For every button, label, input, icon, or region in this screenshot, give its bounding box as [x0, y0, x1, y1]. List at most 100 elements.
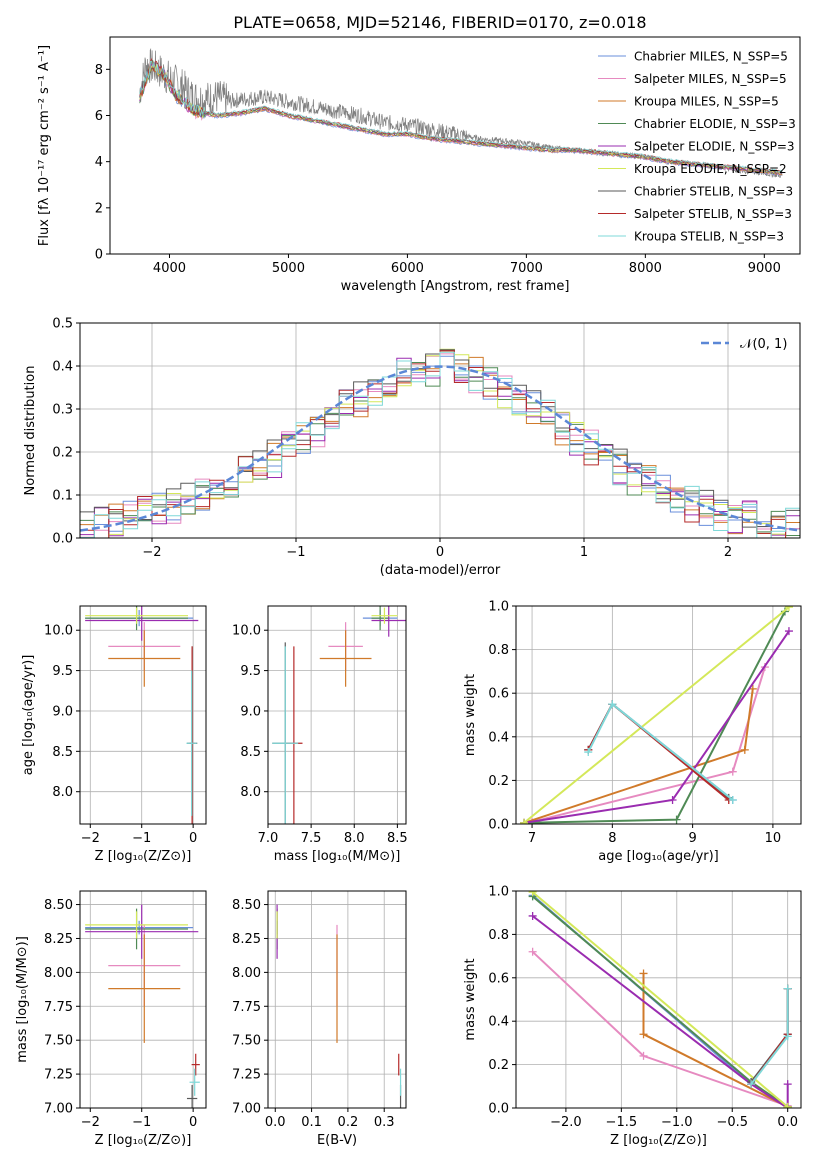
x-tick-label: −2	[81, 1115, 100, 1130]
y-tick-label: 8.0	[52, 785, 73, 800]
y-tick-label: 10.0	[232, 624, 261, 639]
legend-label: Chabrier MILES, N_SSP=5	[634, 50, 788, 64]
x-tick-label: 8.0	[344, 831, 365, 846]
y-tick-label: 0.6	[488, 687, 509, 702]
x-tick-label: 8000	[629, 261, 662, 276]
plus-marker	[783, 984, 792, 993]
y-tick-label: 10.0	[44, 624, 73, 639]
y-tick-label: 0.4	[52, 360, 73, 375]
y-tick-label: 0.2	[488, 774, 509, 789]
y-tick-label: 7.50	[232, 1034, 261, 1049]
y-tick-label: 0.0	[488, 818, 509, 833]
plot-area	[276, 904, 402, 1108]
x-tick-label: −0.5	[716, 1115, 748, 1130]
x-tick-label: 6000	[391, 261, 424, 276]
weight-line	[750, 988, 789, 1085]
x-tick-label: −2.0	[550, 1115, 582, 1130]
chart-layer: 4000 5000 6000 7000 8000 900002468wavelength …	[15, 36, 802, 1148]
y-tick-label: 8.0	[240, 785, 261, 800]
x-tick-label: 0	[189, 831, 197, 846]
x-tick-label: −1	[132, 831, 151, 846]
y-tick-label: 8	[95, 63, 103, 78]
y-axis-label: age [log₁₀(age/yr)]	[21, 655, 36, 776]
x-tick-label: 0	[436, 545, 444, 560]
y-tick-label: 7.75	[44, 1000, 73, 1015]
y-tick-label: 7.25	[44, 1068, 73, 1083]
x-tick-label: −1.5	[606, 1115, 638, 1130]
plot-area	[520, 606, 793, 824]
x-tick-label: 7.5	[301, 831, 322, 846]
x-tick-label: 7000	[510, 261, 543, 276]
y-tick-label: 9.0	[240, 704, 261, 719]
axes-frame	[267, 605, 407, 825]
weight-line	[523, 630, 790, 824]
legend-label: Kroupa ELODIE, N_SSP=2	[634, 162, 787, 176]
plot-area	[85, 606, 199, 824]
gaussian-reference-curve	[80, 365, 800, 532]
spectrum-axes: 4000 5000 6000 7000 8000 9000 0 2 4 6 8 wavelength …	[37, 36, 801, 294]
y-axis-label: Normed distribution	[23, 366, 38, 496]
y-tick-label: 4	[95, 155, 103, 170]
legend-label: Kroupa STELIB, N_SSP=3	[634, 230, 784, 244]
y-tick-label: 7.00	[44, 1102, 73, 1117]
residual-histogram-axes: −2 −1 0 1 2 0.0 0.1 0.2 0.3 0.4 0.5 (data-model)/er…	[23, 317, 801, 578]
x-axis-label: mass [log₁₀(M/M⊙)]	[274, 849, 401, 864]
weight-line	[523, 688, 754, 824]
y-tick-label: 9.5	[52, 664, 73, 679]
y-tick-label: 9.5	[240, 664, 261, 679]
plus-marker	[783, 1080, 792, 1089]
plus-marker	[520, 818, 529, 824]
mass-age-axes: 7.0 7.5 8.0 8.5 8.0 8.5 9.0 9.5 10.0 mass [log₁₀(…	[232, 605, 408, 864]
axes-frame	[79, 890, 207, 1109]
figure-title: PLATE=0658, MJD=52146, FIBERID=0170, z=0…	[233, 13, 646, 32]
plus-marker	[728, 767, 737, 776]
plus-marker	[608, 700, 617, 709]
metallicity-age-axes: −2 −1 0 8.0 8.5 9.0 9.5 10.0 Z [log₁₀(Z/Z⊙)] age …	[21, 605, 207, 864]
weight-line	[750, 988, 789, 1085]
x-tick-label: 0.0	[265, 1115, 286, 1130]
legend-label: Salpeter MILES, N_SSP=5	[634, 72, 787, 86]
x-axis-label: age [log₁₀(age/yr)]	[598, 849, 719, 864]
spectrum-legend: Chabrier MILES, N_SSP=5 Salpeter MILES, N…	[598, 50, 796, 244]
x-tick-label: 7	[528, 831, 536, 846]
plus-marker	[784, 627, 793, 636]
plus-marker	[639, 1030, 648, 1039]
x-axis-label: Z [log₁₀(Z/Z⊙)]	[95, 849, 192, 864]
plus-marker	[783, 1032, 792, 1041]
model-spectrum-line	[139, 57, 783, 174]
y-tick-label: 0.0	[52, 532, 73, 547]
plus-marker	[528, 891, 537, 897]
y-tick-label: 7.00	[232, 1102, 261, 1117]
y-tick-label: 0.2	[52, 446, 73, 461]
x-axis-label: wavelength [Angstrom, rest frame]	[341, 279, 570, 294]
y-tick-label: 8.50	[232, 898, 261, 913]
y-axis-label: mass weight	[463, 958, 478, 1040]
x-tick-label: 1	[580, 545, 588, 560]
ebv-mass-axes: 0.0 0.1 0.2 0.3 7.00 7.25 7.50 7.75 8.00 8.25 8.50…	[232, 890, 407, 1148]
legend-label: Salpeter ELODIE, N_SSP=3	[634, 140, 795, 154]
plot-area	[528, 891, 792, 1108]
model-spectrum-line	[139, 61, 783, 176]
y-tick-label: 2	[95, 201, 103, 216]
y-axis-label: mass weight	[463, 674, 478, 756]
legend-label: Kroupa MILES, N_SSP=5	[634, 95, 779, 109]
weight-line	[531, 891, 789, 1108]
x-axis-label: E(B-V)	[317, 1133, 357, 1148]
x-tick-label: 8	[608, 831, 616, 846]
y-tick-label: 8.25	[44, 932, 73, 947]
y-tick-label: 0.6	[488, 971, 509, 986]
x-axis-label: (data-model)/error	[380, 563, 501, 578]
x-axis-label: Z [log₁₀(Z/Z⊙)]	[610, 1133, 707, 1148]
plus-marker	[783, 1102, 792, 1108]
y-tick-label: 0	[95, 248, 103, 263]
plus-marker	[528, 911, 537, 920]
weight-line	[531, 915, 789, 1108]
x-tick-label: 5000	[272, 261, 305, 276]
gaussian-legend-label: 𝒩(0, 1)	[740, 337, 787, 352]
x-tick-label: 0.0	[777, 1115, 798, 1130]
plus-marker	[747, 1080, 756, 1089]
y-tick-label: 7.75	[232, 1000, 261, 1015]
x-tick-label: −1	[132, 1115, 151, 1130]
plus-marker	[672, 815, 681, 824]
